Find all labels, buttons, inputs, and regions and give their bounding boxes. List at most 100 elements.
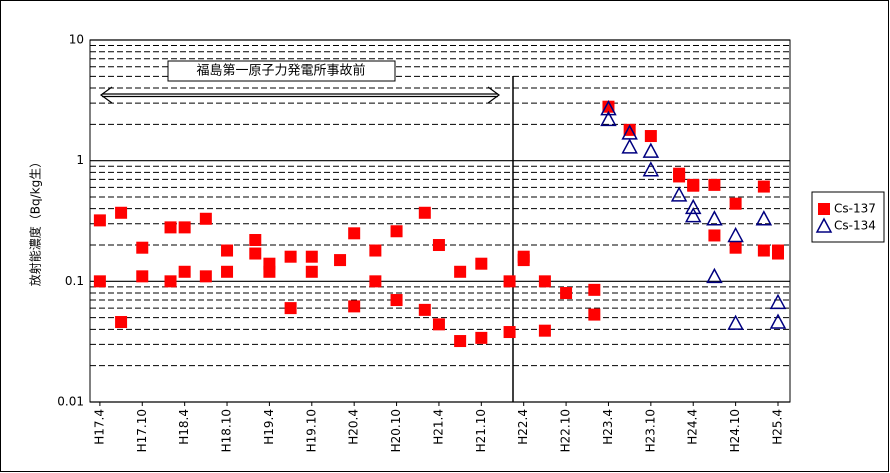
data-point xyxy=(164,275,177,288)
y-tick-label: 1 xyxy=(76,153,84,167)
data-point xyxy=(755,210,773,226)
data-point xyxy=(602,100,615,113)
x-tick-label: H23.10 xyxy=(643,409,657,452)
x-tick-label: H23.4 xyxy=(601,409,615,445)
data-point xyxy=(687,179,700,192)
annotation-box xyxy=(167,60,396,82)
data-point xyxy=(93,275,106,288)
x-tick-label: H24.10 xyxy=(728,409,742,452)
data-point xyxy=(757,180,770,193)
y-axis-label: 放射能濃度（Bq/kg生） xyxy=(28,156,43,286)
legend-box xyxy=(811,191,885,243)
data-point xyxy=(670,186,688,202)
legend-label: Cs-137 xyxy=(834,202,876,216)
data-point xyxy=(757,244,770,257)
data-point xyxy=(588,308,601,321)
data-point xyxy=(600,110,617,127)
data-point xyxy=(538,324,551,337)
data-point xyxy=(221,265,234,278)
data-point xyxy=(93,214,106,227)
data-point xyxy=(369,244,382,257)
data-point xyxy=(418,206,431,219)
data-point xyxy=(348,227,361,240)
data-point xyxy=(263,265,276,278)
data-point xyxy=(771,247,784,260)
data-point xyxy=(684,207,702,223)
x-tick-label: H19.4 xyxy=(262,409,276,445)
x-tick-label: H25.4 xyxy=(770,409,784,445)
x-tick-label: H24.4 xyxy=(686,409,700,445)
data-point xyxy=(390,294,403,307)
data-point xyxy=(621,138,638,154)
data-point xyxy=(706,267,723,284)
data-point xyxy=(249,234,262,247)
data-point xyxy=(164,221,177,234)
x-tick-label: H22.10 xyxy=(559,409,573,452)
data-point xyxy=(769,293,787,310)
data-point xyxy=(454,335,467,348)
legend-marker xyxy=(818,203,830,215)
data-point xyxy=(390,225,403,238)
data-point xyxy=(475,331,488,344)
annotation: 福島第一原子力発電所事故前 xyxy=(196,63,365,79)
data-point xyxy=(706,210,723,226)
legend-label: Cs-134 xyxy=(834,219,876,233)
data-point xyxy=(249,247,262,260)
data-point xyxy=(221,244,234,257)
plot-border xyxy=(89,39,791,403)
data-point xyxy=(729,241,742,254)
x-tick-label: H21.4 xyxy=(431,409,445,445)
data-point xyxy=(642,161,660,177)
y-tick-label: 0.01 xyxy=(57,395,84,409)
x-tick-label: H22.4 xyxy=(516,409,530,445)
data-point xyxy=(708,229,721,242)
x-tick-label: H19.10 xyxy=(304,409,318,452)
data-point xyxy=(115,206,128,219)
data-point xyxy=(644,130,657,143)
data-point xyxy=(475,257,488,270)
legend-marker xyxy=(815,217,833,233)
annotation-arrow xyxy=(99,86,501,104)
x-tick-label: H18.10 xyxy=(220,409,234,452)
data-point xyxy=(284,302,297,315)
data-point xyxy=(708,178,721,191)
data-point xyxy=(178,265,191,278)
data-point xyxy=(432,318,445,331)
data-point xyxy=(348,300,361,313)
data-point xyxy=(305,265,318,278)
data-point xyxy=(727,226,744,243)
data-point xyxy=(454,265,467,278)
data-point xyxy=(199,270,212,283)
y-tick-label: 0.1 xyxy=(65,274,84,288)
data-point xyxy=(115,316,128,329)
data-point xyxy=(503,326,516,339)
x-tick-label: H20.4 xyxy=(347,409,361,445)
data-point xyxy=(588,283,601,296)
data-point xyxy=(673,170,686,183)
data-point xyxy=(178,221,191,234)
data-point xyxy=(769,313,787,329)
data-point xyxy=(418,303,431,316)
x-tick-label: H20.10 xyxy=(389,409,403,452)
data-point xyxy=(199,212,212,225)
data-point xyxy=(369,275,382,288)
data-point xyxy=(560,287,573,300)
data-point xyxy=(684,198,702,215)
data-point xyxy=(432,239,445,252)
data-point xyxy=(600,100,617,116)
data-point xyxy=(642,142,660,158)
data-point xyxy=(729,197,742,210)
data-point xyxy=(284,250,297,263)
x-tick-label: H21.10 xyxy=(474,409,488,452)
x-tick-label: H18.4 xyxy=(177,409,191,445)
data-point xyxy=(727,314,744,330)
data-point xyxy=(334,254,347,267)
data-point xyxy=(538,275,551,288)
data-point xyxy=(136,270,149,283)
x-tick-label: H17.4 xyxy=(92,409,106,445)
data-point xyxy=(517,254,530,267)
y-tick-label: 10 xyxy=(69,33,84,47)
x-tick-label: H17.10 xyxy=(135,409,149,452)
